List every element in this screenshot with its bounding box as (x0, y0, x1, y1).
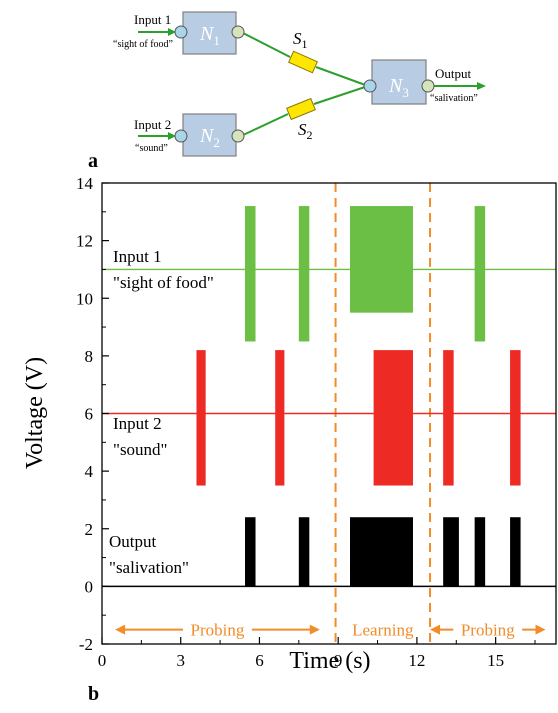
series-1-pulse-2 (373, 350, 413, 486)
axis-ticks: -2 0 2 4 6 8 10 12 14 0 3 6 9 12 15 (76, 174, 536, 670)
s1-label: S1 (293, 29, 308, 51)
wire-n1-s1 (240, 31, 291, 58)
phase-arrowhead-left-2 (430, 624, 441, 635)
wire-s2-n3 (313, 85, 369, 105)
n2-output-port (231, 129, 245, 143)
series-2-pulse-0 (245, 517, 256, 587)
synapse-s1 (288, 50, 318, 74)
series-layer (102, 206, 556, 588)
series-2-pulse-1 (298, 517, 310, 587)
output-label: Output (435, 66, 472, 81)
x-tick-label-0: 0 (98, 651, 107, 670)
node-n3 (371, 59, 427, 105)
series-0-pulse-1 (298, 206, 310, 342)
x-tick-label-4: 12 (408, 651, 425, 670)
n1-output-port (231, 25, 245, 39)
x-tick-label-2: 6 (255, 651, 264, 670)
y-tick-label-5: 8 (85, 347, 94, 366)
series-2-pulse-5 (510, 517, 521, 587)
series-2-pulse-4 (474, 517, 486, 587)
s2-label: S2 (298, 120, 313, 142)
y-tick-label-6: 10 (76, 289, 93, 308)
phase-arrowhead-right-2 (535, 624, 546, 635)
series-1-pulse-1 (275, 350, 285, 486)
input2-series-desc: "sound" (113, 440, 168, 459)
series-0-pulse-0 (245, 206, 256, 342)
input2-series-label: Input 2 (113, 414, 162, 433)
y-tick-label-3: 4 (85, 462, 94, 481)
input1-series-desc: "sight of food" (113, 273, 214, 292)
series-0-pulse-2 (349, 206, 413, 313)
network-diagram: N1 N2 N3 S1 S2 Input 1 “sight of food” I… (88, 11, 486, 172)
output-series-label: Output (109, 532, 157, 551)
voltage-chart: Probing Learning Probing Input 1 "sight of… (22, 174, 557, 705)
synapse-s2 (286, 97, 316, 121)
input2-desc: “sound” (135, 143, 168, 154)
y-tick-label-1: 0 (85, 577, 94, 596)
panel-b-label: b (88, 683, 99, 705)
n3-label: N3 (388, 75, 409, 100)
n2-label: N2 (199, 125, 220, 150)
y-tick-label-2: 2 (85, 520, 94, 539)
series-2-pulse-2 (349, 517, 413, 587)
phase-label-0: Probing (191, 621, 245, 640)
phase-label-1: Learning (352, 621, 414, 640)
n1-input-port (174, 25, 188, 39)
input1-series-label: Input 1 (113, 247, 162, 266)
phase-arrows: Probing Learning Probing (115, 621, 546, 640)
series-2-pulse-3 (443, 517, 459, 587)
n3-input-port (363, 79, 377, 93)
series-1-pulse-0 (196, 350, 206, 486)
phase-label-2: Probing (461, 621, 515, 640)
x-axis-label: Time (s) (289, 648, 370, 674)
wire-n2-s2 (240, 113, 289, 137)
y-tick-label-0: -2 (79, 635, 93, 654)
y-tick-label-7: 12 (76, 232, 93, 251)
output-desc: “salivation” (430, 93, 478, 104)
panel-a-label: a (88, 150, 98, 172)
series-1-pulse-4 (510, 350, 521, 486)
wire-s1-n3 (315, 66, 369, 87)
n2-input-port (174, 129, 188, 143)
input1-label: Input 1 (134, 12, 171, 27)
output-arrowhead (477, 82, 486, 90)
series-1-pulse-3 (443, 350, 454, 486)
x-tick-label-1: 3 (176, 651, 185, 670)
y-tick-label-4: 6 (85, 405, 94, 424)
y-tick-label-8: 14 (76, 174, 94, 193)
n3-output-port (421, 79, 435, 93)
y-axis-label: Voltage (V) (22, 357, 48, 469)
phase-arrowhead-left-0 (115, 624, 126, 635)
series-0-pulse-3 (474, 206, 486, 342)
node-n1 (182, 11, 237, 55)
x-tick-label-3: 9 (334, 651, 343, 670)
input1-arrowhead (168, 28, 176, 36)
x-tick-label-5: 15 (487, 651, 504, 670)
n1-label: N1 (199, 23, 220, 48)
output-series-desc: "salivation" (109, 558, 189, 577)
input2-arrowhead (168, 132, 176, 140)
phase-arrowhead-right-0 (309, 624, 320, 635)
series-labels: Input 1 "sight of food" Input 2 "sound" … (109, 247, 214, 577)
input1-desc: “sight of food” (113, 39, 173, 50)
input2-label: Input 2 (134, 117, 171, 132)
